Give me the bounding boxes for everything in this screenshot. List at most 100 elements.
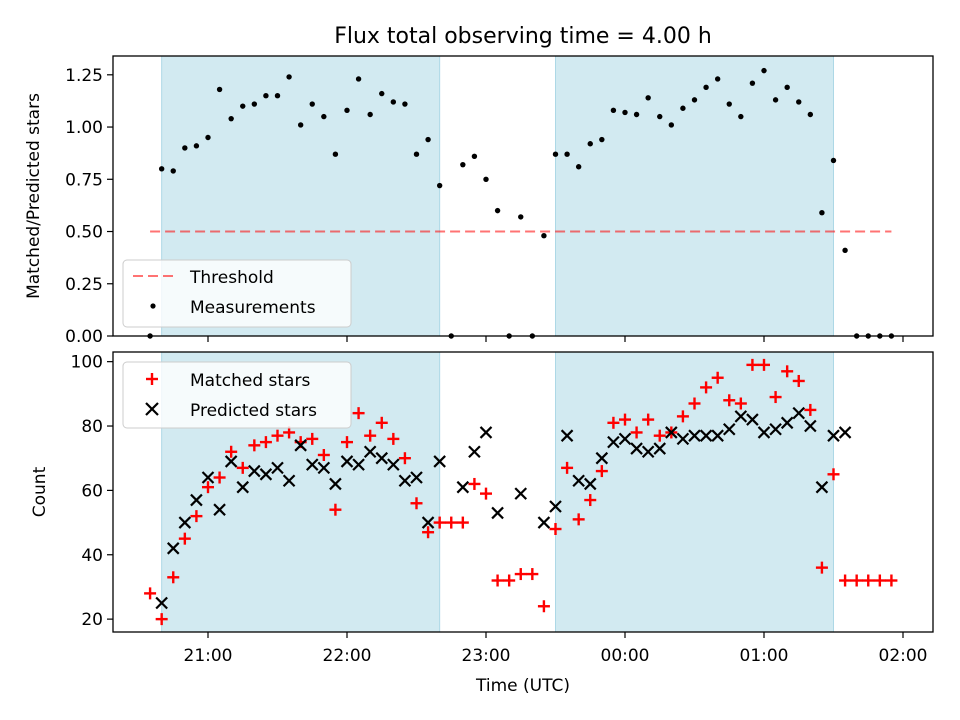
matched-star-marker [885,574,898,587]
matched-star-marker [537,600,550,613]
predicted-star-marker [757,426,771,439]
matched-star-marker [839,574,852,587]
measurement-point [622,109,628,116]
matched-star-marker [236,461,249,474]
predicted-marker-stroke [618,432,632,446]
measurement-point [587,141,593,147]
predicted-marker-stroke [329,477,342,491]
measurement-point [610,107,617,114]
matched-star-marker [248,439,261,452]
predicted-star-marker [387,458,400,471]
predicted-marker-stroke [815,480,829,494]
measurement-point [425,136,431,143]
measurement-point [193,143,200,149]
measurement-point [205,134,211,141]
measurement-point [158,166,165,172]
x-axis-label: Time (UTC) [475,676,570,696]
predicted-marker-stroke [375,451,389,465]
measurement-point [286,74,292,80]
predicted-star-marker [630,442,643,455]
measurement-point [726,101,732,107]
predicted-star-marker [213,503,226,516]
top-legend: Threshold Measurements [122,259,352,328]
predicted-marker-stroke [340,455,354,468]
chart-title: Flux total observing time = 4.00 h [334,24,712,49]
predicted-marker-stroke [607,435,620,449]
x-tick-label: 01:00 [740,646,789,666]
bottom-y-tick-label: 60 [81,481,103,501]
predicted-marker-stroke [792,406,806,420]
predicted-marker-stroke [433,455,446,468]
measurement-point [738,113,744,120]
predicted-star-marker [560,429,574,442]
legend-matched-label: Matched stars [190,371,310,391]
matched-star-marker [178,532,191,545]
predicted-marker-stroke [259,468,273,481]
matched-star-marker [862,574,875,587]
matched-star-marker [584,494,597,507]
measurement-point [494,207,501,214]
matched-star-marker [561,461,574,474]
measurement-point [390,99,397,105]
measurement-point [564,151,570,157]
matched-star-marker [630,426,643,439]
predicted-star-marker [746,413,759,426]
predicted-star-marker [607,435,620,449]
legend-measurements-swatch [150,303,156,309]
matched-star-marker [387,432,400,445]
bottom-y-ticks: 20 40 60 80 100 [71,353,113,630]
predicted-star-marker [340,455,354,468]
measurement-point [240,103,246,109]
matched-star-marker [653,429,666,442]
predicted-star-marker [479,426,493,439]
top-y-tick-label: 0.25 [65,275,103,295]
matched-star-marker [676,410,689,423]
measurement-point [367,111,373,118]
measurement-point [483,176,489,182]
predicted-marker-stroke [294,439,307,452]
top-y-tick-label: 1.25 [65,66,103,86]
predicted-star-marker [329,477,342,491]
predicted-star-marker [433,455,446,468]
predicted-star-marker [618,432,632,446]
matched-star-marker [225,445,238,458]
x-tick-label: 22:00 [323,646,372,666]
measurement-point [772,97,779,103]
matched-star-marker [491,574,504,587]
matched-star-marker [468,477,481,490]
matched-star-marker [769,391,782,404]
predicted-star-marker [827,429,840,442]
measurement-point [297,122,304,128]
predicted-star-marker [699,429,713,442]
predicted-star-markers [155,406,852,610]
matched-star-marker [781,365,794,378]
predicted-star-marker [641,445,655,459]
matched-star-marker [526,568,539,581]
predicted-marker-stroke [780,416,794,430]
bottom-y-tick-label: 20 [81,610,103,630]
matched-star-marker [746,358,759,371]
matched-star-marker [723,394,736,407]
matched-star-marker [155,613,168,626]
legend-matched-swatch [146,373,158,385]
matched-star-marker [422,526,435,539]
predicted-marker-stroke [769,422,782,436]
predicted-marker-stroke [317,461,331,475]
predicted-star-marker [352,458,365,471]
predicted-star-marker [271,461,284,475]
predicted-marker-stroke [699,429,713,442]
measurement-point [691,97,698,103]
matched-star-marker [514,568,527,581]
predicted-marker-stroke [653,442,667,455]
measurement-point [714,76,721,82]
x-tick-label: 00:00 [601,646,650,666]
matched-star-marker [595,465,608,478]
matched-star-marker [734,397,747,410]
predicted-star-marker [688,429,701,442]
measurement-point [518,214,524,220]
matched-star-marker [804,403,817,416]
predicted-star-marker [815,480,829,494]
measurement-point [761,67,767,74]
measurement-point [274,93,281,99]
